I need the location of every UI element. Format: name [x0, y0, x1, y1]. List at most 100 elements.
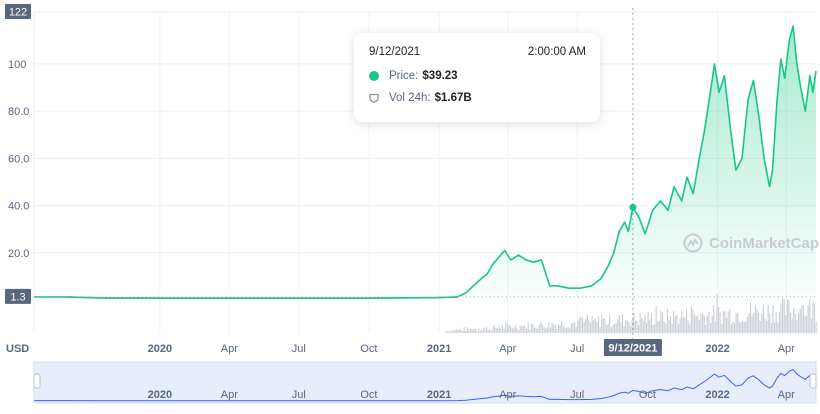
volume-bar: [745, 321, 747, 333]
volume-bar: [788, 300, 790, 333]
volume-bar: [535, 328, 537, 333]
volume-bar: [566, 327, 568, 333]
x-tick-label: Jul: [570, 343, 584, 355]
volume-bar: [638, 324, 640, 333]
volume-bar: [673, 310, 675, 333]
volume-bar: [455, 329, 457, 333]
volume-bar: [732, 321, 734, 333]
volume-bar: [794, 313, 796, 333]
volume-bar: [516, 328, 518, 333]
volume-bar: [559, 325, 561, 333]
volume-bar: [494, 325, 496, 333]
tooltip-price-value: $39.23: [422, 70, 458, 82]
x-tick-label: Apr: [778, 343, 795, 355]
volume-bar: [466, 327, 468, 333]
volume-bar: [479, 330, 481, 333]
y-tick-label: 60.0: [8, 153, 29, 165]
x-tick-label: 2020: [148, 343, 172, 355]
volume-bar: [460, 329, 462, 333]
navigator-handle-left[interactable]: [33, 373, 41, 389]
volume-bar: [607, 323, 609, 333]
volume-bar: [649, 320, 651, 333]
volume-bar: [462, 330, 464, 333]
volume-bar: [582, 317, 584, 333]
volume-bar: [738, 322, 740, 333]
volume-bar: [551, 323, 553, 333]
volume-bar: [626, 321, 628, 333]
volume-bar: [521, 325, 523, 333]
volume-bar: [630, 326, 632, 333]
volume-shield-icon: [369, 93, 379, 103]
volume-bar: [604, 318, 606, 333]
volume-bar: [513, 328, 515, 333]
volume-bar: [678, 324, 680, 333]
volume-bar: [511, 327, 513, 333]
volume-bar: [743, 321, 745, 333]
watermark-text: CoinMarketCap: [709, 234, 820, 252]
volume-bar: [690, 306, 692, 333]
volume-bar: [665, 323, 667, 333]
volume-bar: [764, 318, 766, 333]
volume-bar: [633, 313, 635, 333]
volume-bar: [569, 328, 571, 333]
crosshair-date-badge: [603, 339, 662, 356]
volume-bar: [650, 313, 652, 333]
volume-bar: [746, 316, 748, 333]
volume-bar: [602, 319, 604, 333]
volume-bar: [606, 325, 608, 333]
navigator-tick-label: Apr: [221, 389, 238, 401]
navigator-handle-right[interactable]: [809, 373, 817, 389]
crosshair-date-label: 9/12/2021: [608, 343, 657, 355]
hover-point: [629, 203, 637, 211]
volume-bar: [622, 314, 624, 333]
navigator-tick-label: 2020: [148, 389, 172, 401]
volume-bar: [726, 318, 728, 333]
volume-bar: [793, 307, 795, 333]
volume-bar: [772, 305, 774, 333]
volume-bar: [804, 315, 806, 333]
volume-bar: [454, 330, 456, 333]
x-tick-label: 2021: [427, 343, 451, 355]
x-tick-label: Jul: [292, 343, 306, 355]
volume-bar: [546, 327, 548, 333]
volume-bar: [585, 318, 587, 333]
volume-bar: [534, 327, 536, 333]
volume-bar: [706, 315, 708, 333]
volume-bar: [654, 324, 656, 333]
volume-bar: [458, 329, 460, 333]
volume-bar: [780, 303, 782, 333]
volume-bar: [506, 324, 508, 333]
volume-bar: [609, 314, 611, 333]
volume-bar: [759, 321, 761, 333]
volume-bar: [543, 326, 545, 333]
volume-bar: [562, 326, 564, 333]
volume-bar: [598, 316, 600, 333]
volume-bar: [801, 305, 803, 333]
coinmarketcap-logo-icon: [683, 233, 703, 253]
volume-bar: [591, 315, 593, 333]
volume-bar: [497, 327, 499, 333]
volume-bar: [758, 312, 760, 333]
volume-bar: [447, 331, 449, 333]
volume-bar: [783, 299, 785, 333]
volume-bar: [505, 321, 507, 333]
volume-bar: [753, 312, 755, 333]
tooltip-volume-label: Vol 24h:: [389, 92, 431, 104]
y-tick-label: 20.0: [8, 248, 29, 260]
volume-bar: [498, 327, 500, 333]
navigator-line: [34, 368, 817, 402]
volume-bar: [628, 322, 630, 333]
navigator-tick-label: Oct: [360, 389, 377, 401]
volume-bar: [594, 318, 596, 333]
volume-bar: [450, 331, 452, 333]
range-navigator[interactable]: 2020 Apr Jul Oct 2021 Apr Jul Oct 2022 Apr: [33, 361, 817, 404]
volume-bar: [625, 320, 627, 333]
navigator-tick-label: Oct: [639, 389, 656, 401]
volume-bar: [583, 322, 585, 333]
volume-bar: [754, 305, 756, 333]
volume-bar: [586, 314, 588, 333]
volume-bar: [722, 311, 724, 333]
volume-bar: [596, 321, 598, 333]
y-min-badge: [5, 288, 31, 304]
